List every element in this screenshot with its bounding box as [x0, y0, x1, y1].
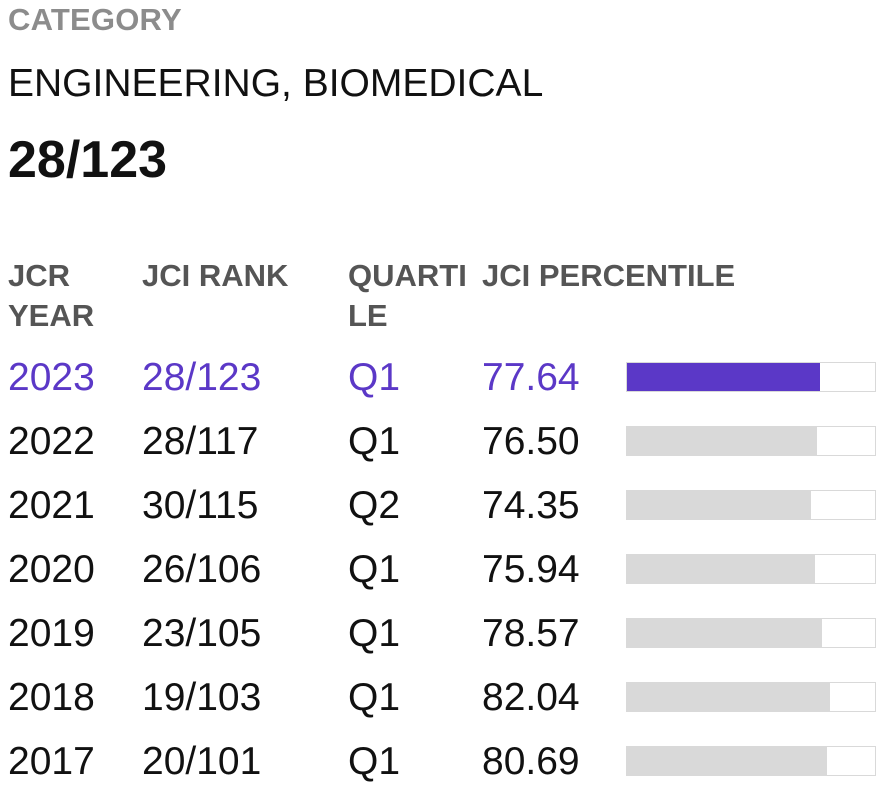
header-jci-percentile: JCI PERCENTILE — [482, 258, 736, 293]
percentile-cell: 82.04 — [482, 676, 580, 719]
percentile-bar — [626, 554, 876, 584]
percentile-bar-fill — [627, 427, 817, 455]
table-row: 2021 30/115 Q2 74.35 — [8, 474, 884, 538]
table-row: 2017 20/101 Q1 80.69 — [8, 730, 884, 794]
table-row: 2019 23/105 Q1 78.57 — [8, 602, 884, 666]
quartile-cell: Q1 — [348, 548, 401, 591]
quartile-cell: Q1 — [348, 612, 401, 655]
year-cell: 2020 — [8, 548, 95, 591]
percentile-bar — [626, 362, 876, 392]
percentile-bar-fill — [627, 491, 812, 519]
category-label: CATEGORY — [8, 2, 182, 37]
header-jci-rank: JCI RANK — [142, 258, 289, 293]
jci-rank-table: JCR YEAR JCI RANK QUARTILE JCI PERCENTIL… — [8, 256, 884, 794]
jci-rank-cell: 20/101 — [142, 740, 262, 783]
table-row: 2018 19/103 Q1 82.04 — [8, 666, 884, 730]
jci-rank-cell: 28/123 — [142, 356, 262, 399]
category-name: ENGINEERING, BIOMEDICAL — [8, 62, 544, 105]
percentile-bar — [626, 682, 876, 712]
year-cell: 2019 — [8, 612, 95, 655]
year-cell: 2021 — [8, 484, 95, 527]
percentile-cell: 75.94 — [482, 548, 580, 591]
header-jcr-year: JCR YEAR — [8, 258, 95, 333]
percentile-bar — [626, 618, 876, 648]
percentile-bar — [626, 426, 876, 456]
percentile-cell: 74.35 — [482, 484, 580, 527]
percentile-bar-fill — [627, 555, 816, 583]
year-cell: 2022 — [8, 420, 95, 463]
percentile-bar-fill — [627, 363, 820, 391]
quartile-cell: Q1 — [348, 420, 401, 463]
year-cell: 2018 — [8, 676, 95, 719]
quartile-cell: Q1 — [348, 740, 401, 783]
table-row: 2020 26/106 Q1 75.94 — [8, 538, 884, 602]
percentile-bar-fill — [627, 683, 831, 711]
table-row: 2022 28/117 Q1 76.50 — [8, 410, 884, 474]
quartile-cell: Q1 — [348, 676, 401, 719]
percentile-bar — [626, 746, 876, 776]
percentile-bar-fill — [627, 619, 822, 647]
table-row: 2023 28/123 Q1 77.64 — [8, 346, 884, 410]
percentile-bar-fill — [627, 747, 828, 775]
quartile-cell: Q1 — [348, 356, 401, 399]
percentile-cell: 78.57 — [482, 612, 580, 655]
percentile-bar — [626, 490, 876, 520]
percentile-cell: 76.50 — [482, 420, 580, 463]
year-cell: 2023 — [8, 356, 95, 399]
table-header: JCR YEAR JCI RANK QUARTILE JCI PERCENTIL… — [8, 256, 884, 346]
jci-rank-cell: 23/105 — [142, 612, 262, 655]
jci-rank-cell: 28/117 — [142, 420, 259, 463]
jci-rank-cell: 19/103 — [142, 676, 262, 719]
header-quartile: QUARTILE — [348, 258, 467, 333]
table-body: 2023 28/123 Q1 77.64 2022 28/117 Q1 76.50 2021 30… — [8, 346, 884, 794]
percentile-cell: 77.64 — [482, 356, 580, 399]
year-cell: 2017 — [8, 740, 95, 783]
percentile-cell: 80.69 — [482, 740, 580, 783]
quartile-cell: Q2 — [348, 484, 401, 527]
jci-rank-cell: 30/115 — [142, 484, 259, 527]
jci-rank-cell: 26/106 — [142, 548, 262, 591]
category-rank: 28/123 — [8, 131, 168, 189]
